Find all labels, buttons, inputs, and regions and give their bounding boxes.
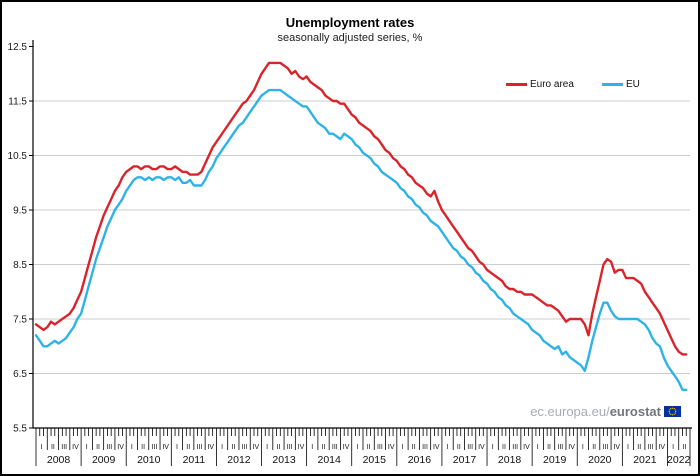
x-quarter-label-2010-I: I [131, 444, 133, 451]
watermark: ec.europa.eu/eurostat [530, 404, 681, 419]
x-quarter-label-2009-III: III [106, 444, 112, 451]
x-quarter-label-2022-II: II [682, 444, 686, 451]
x-quarter-label-2017-I: I [447, 444, 449, 451]
x-year-label-2018: 2018 [498, 454, 522, 466]
y-tick-label-12.5: 12.5 [8, 42, 28, 53]
x-year-label-2013: 2013 [272, 454, 296, 466]
x-quarter-label-2011-III: III [197, 444, 203, 451]
x-quarter-label-2013-II: II [276, 444, 280, 451]
x-year-label-2017: 2017 [453, 454, 477, 466]
y-tick-label-8.5: 8.5 [13, 260, 27, 271]
x-quarter-label-2018-IV: IV [523, 444, 530, 451]
x-quarter-label-2008-III: III [61, 444, 67, 451]
x-quarter-label-2020-II: II [592, 444, 596, 451]
watermark-prefix: ec.europa.eu/ [530, 404, 610, 419]
chart-subtitle: seasonally adjusted series, % [277, 32, 423, 44]
x-quarter-label-2016-I: I [401, 444, 403, 451]
x-quarter-label-2009-I: I [86, 444, 88, 451]
x-quarter-label-2019-IV: IV [568, 444, 575, 451]
x-quarter-label-2018-I: I [492, 444, 494, 451]
y-tick-label-10.5: 10.5 [8, 151, 28, 162]
x-quarter-label-2010-III: III [151, 444, 157, 451]
x-quarter-label-2014-IV: IV [343, 444, 350, 451]
x-quarter-label-2016-III: III [422, 444, 428, 451]
legend-label-eu: EU [626, 79, 640, 90]
x-year-label-2022: 2022 [667, 454, 691, 466]
x-year-label-2014: 2014 [317, 454, 341, 466]
x-year-label-2011: 2011 [183, 454, 206, 466]
legend-item-euro-area: Euro area [506, 79, 574, 90]
x-quarter-label-2020-III: III [603, 444, 609, 451]
y-tick-label-6.5: 6.5 [13, 369, 27, 380]
x-quarter-label-2015-II: II [367, 444, 371, 451]
x-quarter-label-2015-III: III [377, 444, 383, 451]
x-quarter-label-2015-IV: IV [388, 444, 395, 451]
y-tick-label-9.5: 9.5 [13, 206, 27, 217]
x-year-label-2016: 2016 [408, 454, 432, 466]
x-quarter-label-2010-II: II [141, 444, 145, 451]
x-quarter-label-2010-IV: IV [162, 444, 169, 451]
x-quarter-label-2018-II: II [502, 444, 506, 451]
x-quarter-label-2015-I: I [356, 444, 358, 451]
x-quarter-label-2017-IV: IV [478, 444, 485, 451]
euro-area-line [34, 61, 688, 356]
x-quarter-label-2013-I: I [266, 444, 268, 451]
x-quarter-label-2011-I: I [176, 444, 178, 451]
legend-item-eu: EU [602, 79, 640, 90]
x-year-label-2020: 2020 [588, 454, 612, 466]
x-quarter-label-2008-IV: IV [72, 444, 79, 451]
x-quarter-label-2019-II: II [547, 444, 551, 451]
x-quarter-label-2014-I: I [311, 444, 313, 451]
x-year-label-2012: 2012 [227, 454, 251, 466]
x-quarter-label-2009-II: II [96, 444, 100, 451]
x-year-label-2008: 2008 [47, 454, 71, 466]
eu-line [34, 88, 688, 391]
x-quarter-label-2011-IV: IV [207, 444, 214, 451]
x-quarter-label-2017-II: II [457, 444, 461, 451]
euro-area-line-swatch [506, 83, 527, 86]
x-quarter-label-2021-III: III [648, 444, 654, 451]
x-quarter-label-2011-II: II [186, 444, 190, 451]
watermark-brand: eurostat [609, 404, 661, 419]
legend-label-euro-area: Euro area [530, 79, 574, 90]
chart-title: Unemployment rates [285, 15, 415, 30]
x-quarter-label-2012-II: II [231, 444, 235, 451]
x-year-label-2021: 2021 [633, 454, 657, 466]
x-quarter-label-2017-III: III [467, 444, 473, 451]
x-quarter-label-2020-IV: IV [613, 444, 620, 451]
x-quarter-label-2022-I: I [672, 444, 674, 451]
x-quarter-label-2014-II: II [322, 444, 326, 451]
x-quarter-label-2016-II: II [412, 444, 416, 451]
x-quarter-label-2021-IV: IV [658, 444, 665, 451]
x-quarter-label-2012-IV: IV [253, 444, 260, 451]
x-quarter-label-2012-I: I [221, 444, 223, 451]
x-year-label-2015: 2015 [363, 454, 387, 466]
eu-line-swatch [602, 83, 623, 86]
eu-flag-icon [664, 406, 681, 417]
y-tick-label-11.5: 11.5 [8, 97, 27, 108]
x-quarter-label-2020-I: I [582, 444, 584, 451]
x-quarter-label-2021-II: II [637, 444, 641, 451]
x-quarter-label-2009-IV: IV [117, 444, 124, 451]
y-tick-label-7.5: 7.5 [13, 315, 27, 326]
x-quarter-label-2008-II: II [51, 444, 55, 451]
x-quarter-label-2019-I: I [537, 444, 539, 451]
x-quarter-label-2013-IV: IV [298, 444, 305, 451]
x-quarter-label-2014-III: III [332, 444, 338, 451]
x-quarter-label-2018-III: III [512, 444, 518, 451]
x-quarter-label-2008-I: I [41, 444, 43, 451]
y-tick-label-5.5: 5.5 [13, 424, 27, 435]
x-quarter-label-2016-IV: IV [433, 444, 440, 451]
x-quarter-label-2012-III: III [242, 444, 248, 451]
x-year-label-2009: 2009 [92, 454, 116, 466]
x-quarter-label-2013-III: III [287, 444, 293, 451]
x-year-label-2019: 2019 [543, 454, 567, 466]
x-year-label-2010: 2010 [137, 454, 161, 466]
x-quarter-label-2021-I: I [627, 444, 629, 451]
x-quarter-label-2019-III: III [557, 444, 563, 451]
